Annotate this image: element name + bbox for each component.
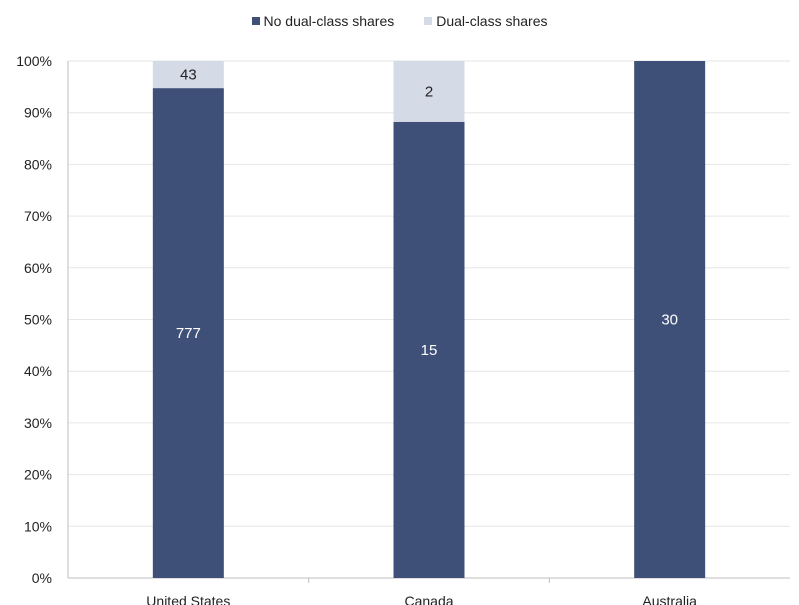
legend-swatch-dual-class	[424, 17, 433, 25]
x-category-label: United States	[146, 593, 230, 605]
legend-swatch-no-dual-class	[251, 17, 260, 25]
y-tick-label: 90%	[24, 105, 52, 121]
legend-label-dual-class: Dual-class shares	[436, 13, 548, 29]
bar-segment	[393, 61, 465, 122]
data-label: 43	[180, 67, 197, 84]
y-tick-label: 50%	[24, 312, 52, 328]
data-label: 15	[421, 342, 438, 359]
y-tick-label: 80%	[24, 156, 52, 172]
y-tick-label: 10%	[24, 518, 52, 534]
y-tick-label: 0%	[32, 570, 52, 586]
y-tick-label: 30%	[24, 415, 52, 431]
legend-label-no-dual-class: No dual-class shares	[263, 13, 395, 29]
data-label: 2	[425, 83, 433, 100]
data-label: 30	[661, 312, 678, 329]
y-tick-label: 40%	[24, 363, 52, 379]
legend-item-no-dual-class: No dual-class shares	[251, 13, 395, 29]
x-category-label: Canada	[404, 593, 453, 605]
y-tick-label: 20%	[24, 467, 52, 483]
bar-segment	[152, 61, 224, 89]
data-label: 777	[176, 325, 201, 342]
bar-segment	[393, 121, 465, 578]
x-category-label: Australia	[642, 593, 697, 605]
y-tick-label: 100%	[16, 53, 52, 69]
chart-legend: No dual-class shares Dual-class shares	[0, 10, 799, 32]
bar-segment	[634, 61, 706, 578]
bar-segment	[152, 88, 224, 579]
y-tick-label: 70%	[24, 208, 52, 224]
legend-item-dual-class: Dual-class shares	[424, 13, 548, 29]
y-tick-label: 60%	[24, 260, 52, 276]
